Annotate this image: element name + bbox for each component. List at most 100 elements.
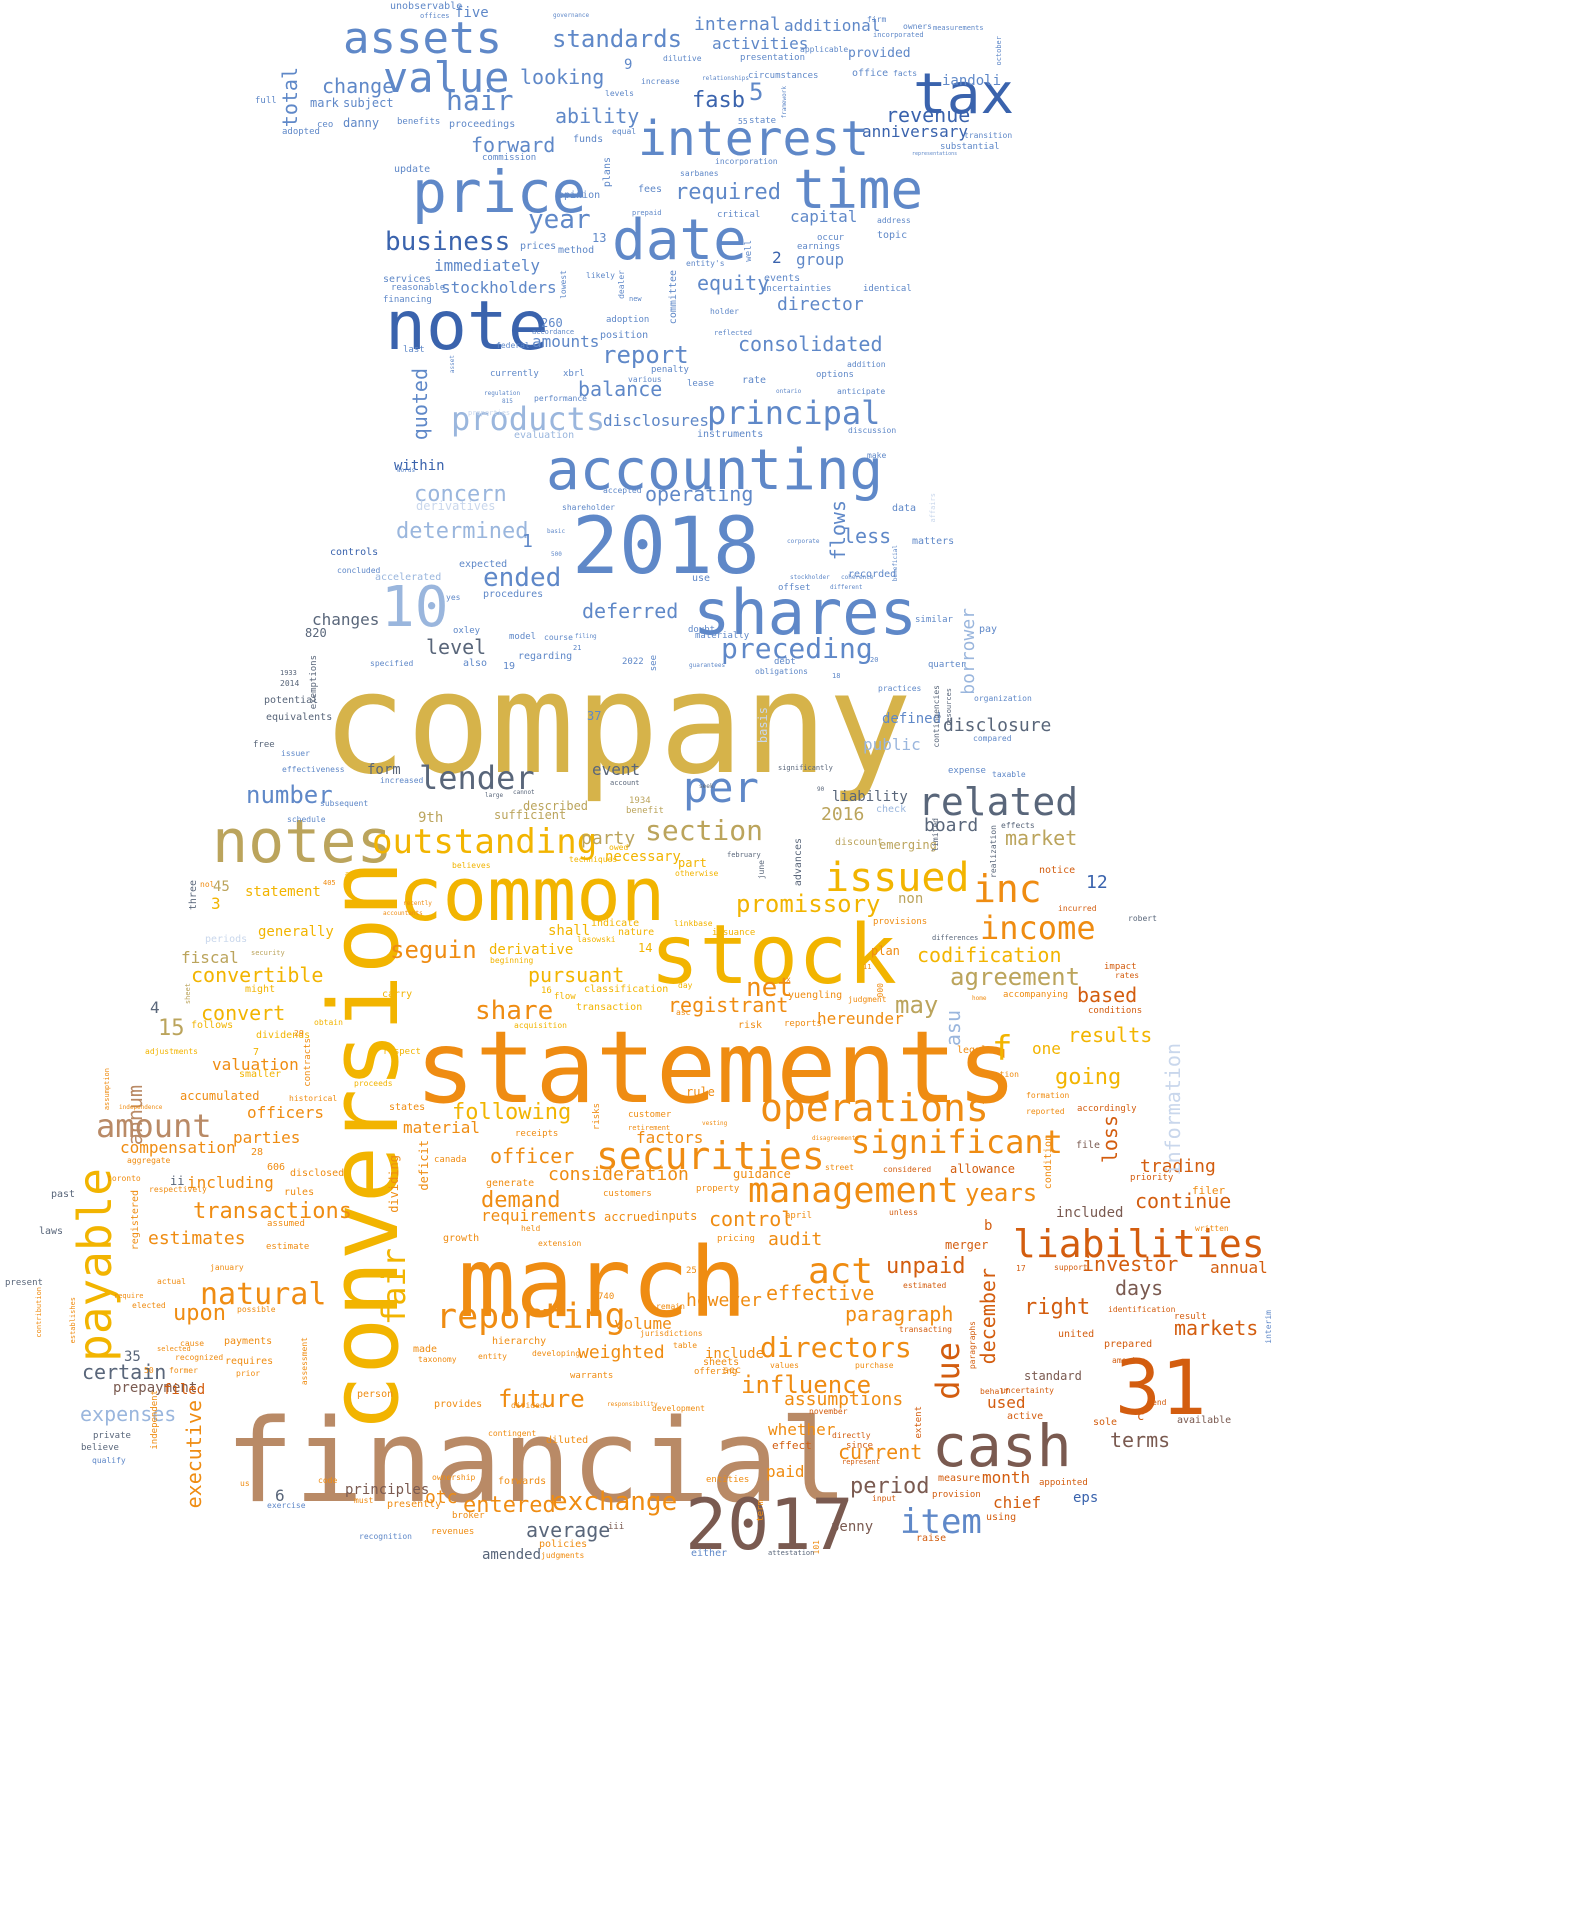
cloud-word: xbrl [563,369,585,379]
cloud-word: possible [237,1305,276,1314]
cloud-word: considered [883,1165,932,1174]
cloud-word: sheet [184,983,192,1005]
cloud-word: 260 [541,316,563,330]
cloud-word: taxonomy [418,1355,457,1364]
cloud-word: equivalents [266,712,333,723]
cloud-word: act [808,1251,874,1292]
cloud-word: continue [1135,1189,1232,1213]
cloud-word: federal [496,341,530,350]
cloud-word: balance [578,377,663,401]
cloud-word: accordingly [1077,1104,1137,1114]
cloud-word: contracts [303,1038,313,1087]
cloud-word: equity [697,271,770,295]
cloud-word: actual [157,1277,186,1286]
cloud-word: prepaid [632,209,662,217]
cloud-word: convert [201,1001,286,1025]
cloud-word: robert [1128,914,1157,923]
cloud-word: accrued [604,1210,655,1224]
cloud-word: statements [415,1009,1018,1126]
cloud-word: looking [520,65,605,89]
cloud-word: instruments [697,429,764,440]
cloud-word: basic [547,528,566,535]
cloud-word: 45 [213,879,230,895]
cloud-word: 6 [275,1486,285,1505]
cloud-word: transacting [899,1325,952,1334]
cloud-word: day [678,981,693,990]
cloud-word: average [526,1518,611,1542]
cloud-word: indicate [591,918,640,929]
cloud-word: independence [119,1104,163,1111]
cloud-word: raise [916,1533,947,1544]
cloud-word: customers [603,1189,652,1199]
cloud-word: entity's [686,259,725,268]
cloud-word: presently [387,1499,442,1510]
cloud-word: changes [312,610,380,629]
cloud-word: date [612,208,747,273]
cloud-word: reasonable [391,283,446,293]
cloud-word: mark [310,96,339,110]
cloud-word: form [367,762,401,778]
cloud-word: markets [1174,1316,1259,1340]
cloud-word: notice [1039,865,1076,876]
cloud-word: model [509,632,537,642]
cloud-word: issuer [281,749,310,758]
cloud-word: assets [343,13,502,64]
cloud-word: 10 [381,575,449,640]
cloud-word: 9 [624,57,633,73]
cloud-word: convertible [191,963,324,987]
cloud-word: ownership [432,1473,476,1482]
cloud-word: common [398,852,666,938]
cloud-word: follows [191,1020,234,1031]
cloud-word: exchange [552,1487,678,1517]
cloud-word: 000 [876,983,885,998]
cloud-word: materially [695,631,750,641]
cloud-word: fasb [692,88,745,113]
cloud-word: additional [784,16,881,35]
cloud-word: various [628,375,662,384]
cloud-word: office [852,68,889,79]
cloud-word: events [764,273,801,284]
cloud-word: oxley [453,626,481,636]
cloud-word: immediately [434,256,540,275]
cloud-word: 405 [323,879,336,887]
cloud-word: tax [913,62,1015,127]
cloud-word: new [629,295,642,303]
cloud-word: part [678,856,707,870]
cloud-word: 18 [832,672,841,680]
cloud-word: nol [200,880,215,889]
cloud-word: periods [205,934,248,945]
cloud-word: recognized [175,1353,224,1362]
cloud-word: exemptions [309,655,319,710]
cloud-word: stockholder [790,574,830,581]
cloud-word: street [825,1163,854,1172]
cloud-word: trading [1140,1156,1216,1177]
cloud-word: entity [478,1352,507,1361]
cloud-word: sarbanes [680,169,719,178]
cloud-word: subject [343,96,394,110]
cloud-word: concern [414,482,507,507]
cloud-word: values [770,1361,799,1370]
cloud-word: inputs [654,1209,698,1223]
cloud-word: income [980,909,1096,947]
cloud-word: outstanding [372,822,598,862]
cloud-word: shares [693,576,917,649]
cloud-word: accompanying [1003,990,1069,1000]
cloud-word: prior [236,1369,261,1378]
cloud-word: security [251,949,285,957]
cloud-word: ability [555,104,640,128]
cloud-word: financial [225,1395,849,1529]
cloud-word: weighted [578,1342,665,1363]
cloud-word: differences [932,934,979,942]
cloud-word: practices [878,684,922,693]
cloud-word: assumed [267,1219,305,1229]
cloud-word: reflected [714,329,752,337]
cloud-word: accounting [546,438,884,503]
cloud-word: however [686,1290,762,1311]
cloud-word: right [1024,1295,1091,1320]
cloud-word: performance [534,394,587,403]
cloud-word: asset [449,355,456,374]
cloud-word: recorded [848,569,897,580]
cloud-word: measurements [933,24,984,32]
cloud-word: 28 [251,1147,264,1158]
cloud-word: commission [482,153,537,163]
